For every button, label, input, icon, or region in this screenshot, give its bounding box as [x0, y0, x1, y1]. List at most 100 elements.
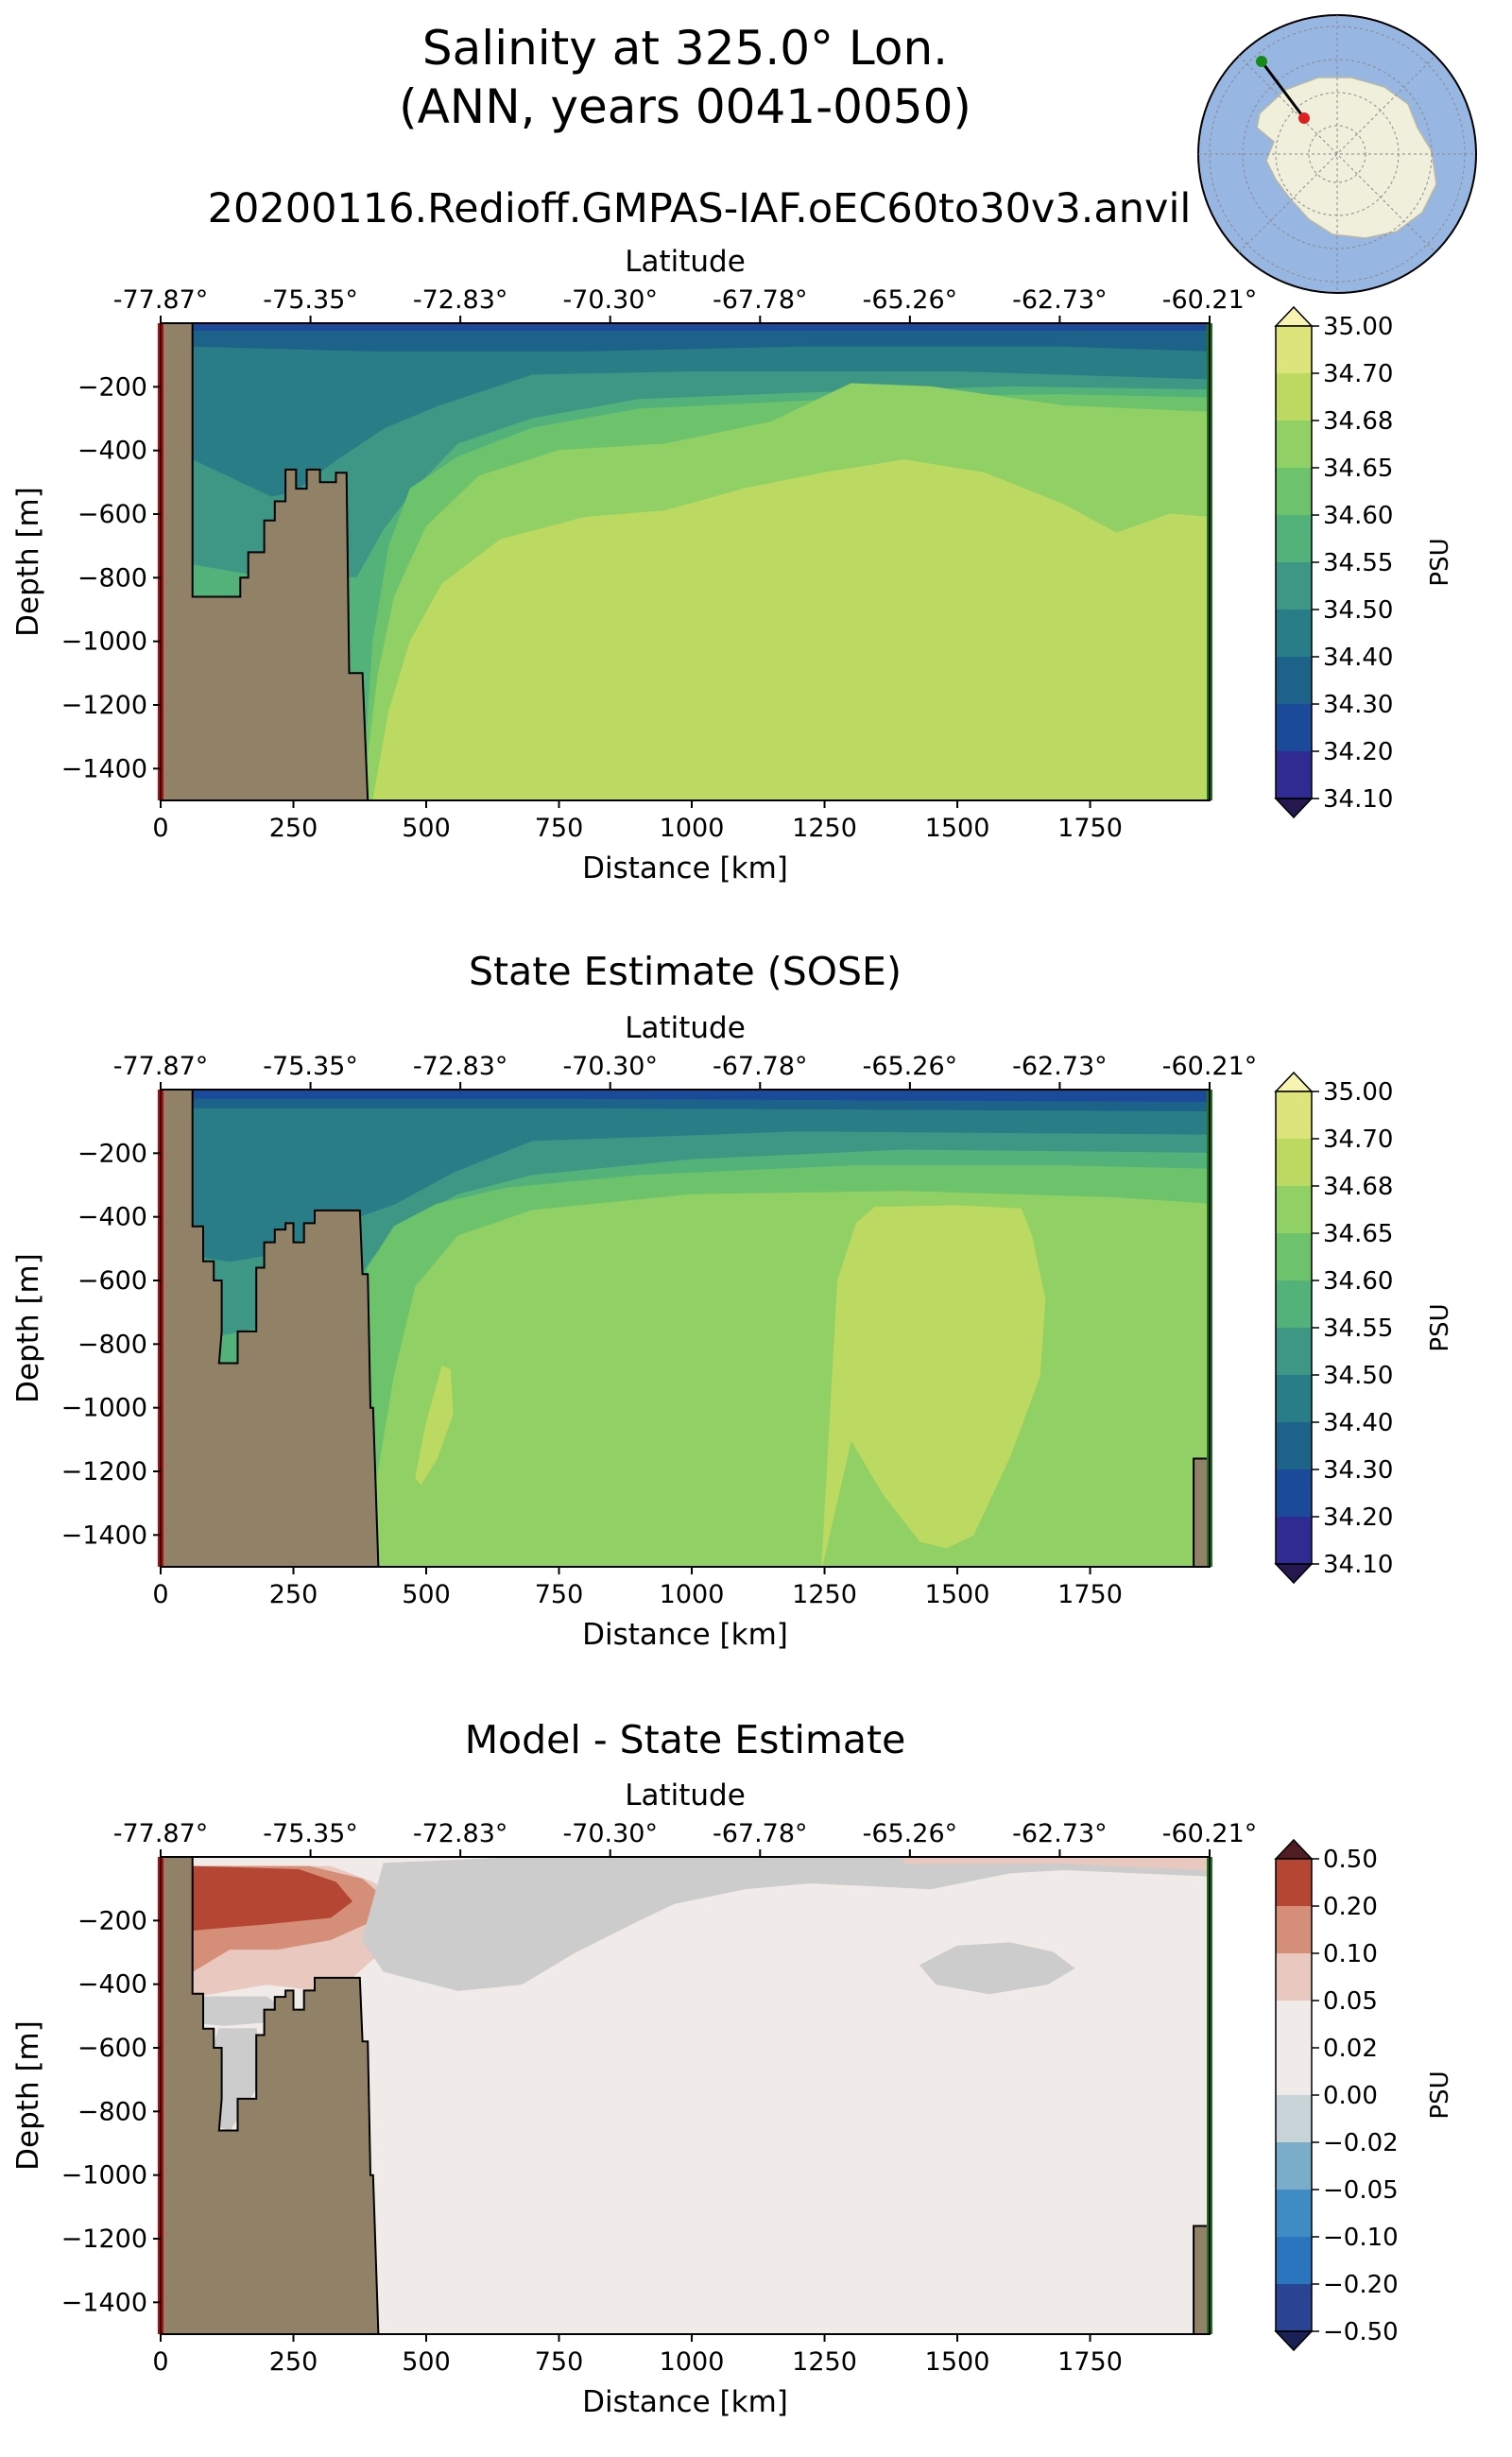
y-tick-label: −600 [77, 500, 147, 529]
contour-region-0.20 [192, 1865, 353, 1931]
colorbar-segment [1276, 1422, 1312, 1470]
y-tick-label: −1000 [61, 1394, 147, 1423]
bathymetry [161, 323, 369, 800]
colorbar-tick-label: 34.68 [1323, 407, 1393, 436]
colorbar-tick-label: −0.20 [1323, 2271, 1399, 2299]
y-tick-label: −1400 [61, 1521, 147, 1550]
y-tick-label: −800 [77, 1330, 147, 1359]
colorbar-tick-label: 34.65 [1323, 455, 1393, 483]
colorbar-segment [1276, 2001, 1312, 2049]
x-tick-label: 500 [402, 814, 451, 843]
top-tick-label: -75.35° [263, 1819, 358, 1848]
colorbar-tick-label: 34.50 [1323, 1362, 1393, 1390]
colorbar-tick-label: 34.68 [1323, 1173, 1393, 1201]
colorbar-segment [1276, 751, 1312, 799]
panel-model: 0 250 500 750 1000 1250 1500 1750 −200 −400 −600 −8… [11, 245, 1454, 885]
panel-title: State Estimate (SOSE) [469, 949, 902, 994]
x-tick-label: 250 [269, 814, 318, 843]
run-name: 20200116.Redioff.GMPAS-IAF.oEC60to30v3.a… [208, 185, 1192, 232]
x-tick-label: 1750 [1057, 1580, 1123, 1609]
contour-region-0.02 [473, 2098, 767, 2334]
colorbar: 0.50 0.20 0.10 0.05 0.02 0.00 −0.02 −0.05 −0.10 −… [1274, 1838, 1454, 2352]
x-tick-label: 1000 [660, 2347, 725, 2377]
top-tick-label: -72.83° [413, 1052, 508, 1081]
colorbar-tick-label: 34.30 [1323, 1456, 1393, 1485]
figure-title-line2: (ANN, years 0041-0050) [399, 79, 971, 134]
contour-fills [192, 323, 1210, 800]
colorbar-segment [1276, 2095, 1312, 2143]
colorbar-tick-label: −0.02 [1323, 2129, 1399, 2157]
colorbar-label: PSU [1426, 538, 1454, 586]
contour-region-34.68 [372, 459, 1210, 800]
y-tick-label: −400 [77, 437, 147, 466]
colorbar-segment [1276, 1328, 1312, 1376]
colorbar: 35.00 34.70 34.68 34.65 34.60 34.55 34.50 34.40… [1274, 305, 1454, 819]
colorbar-segment [1276, 1859, 1312, 1907]
contour-region--0.10 [409, 1875, 544, 1944]
top-tick-label: -65.26° [863, 1052, 958, 1081]
top-tick-label: -62.73° [1012, 1052, 1108, 1081]
colorbar-segment [1276, 468, 1312, 516]
colorbar-segment [1276, 2237, 1312, 2285]
bathymetry [161, 1090, 380, 1567]
x-tick-label: 750 [535, 2347, 584, 2377]
top-tick-label: -60.21° [1162, 285, 1258, 315]
panel-sose: 0 250 500 750 1000 1250 1500 1750 −200 −400 −600 −8… [11, 949, 1454, 1652]
colorbar-tick-label: −0.50 [1323, 2318, 1399, 2346]
x-tick-label: 1500 [925, 1580, 990, 1609]
top-tick-label: -72.83° [413, 1819, 508, 1848]
x-tick-label: 0 [152, 1580, 168, 1609]
colorbar-segment [1276, 1953, 1312, 2002]
contour-region-34.68 [415, 1366, 454, 1486]
colorbar-tick-label: 34.60 [1323, 1267, 1393, 1296]
colorbar-tick-label: 34.65 [1323, 1220, 1393, 1248]
top-tick-label: -67.78° [713, 285, 808, 315]
colorbar-tick-label: 34.30 [1323, 691, 1393, 719]
x-tick-label: 500 [402, 2347, 451, 2377]
colorbar-segment [1276, 2284, 1312, 2332]
contour-fills [192, 1857, 1210, 2334]
section-end-marker [1256, 56, 1267, 67]
colorbar-tick-label: 34.20 [1323, 1503, 1393, 1532]
colorbar-segment [1276, 2048, 1312, 2096]
colorbar-segment [1276, 610, 1312, 658]
colorbar-tick-label: 34.10 [1323, 785, 1393, 814]
colorbar-label: PSU [1426, 2070, 1454, 2119]
colorbar-segment [1276, 1906, 1312, 1954]
x-tick-label: 250 [269, 2347, 318, 2377]
colorbar-segment [1276, 2142, 1312, 2191]
section-line [1260, 60, 1306, 119]
top-axis-label: Latitude [625, 245, 746, 279]
colorbar-segment [1276, 1091, 1312, 1140]
x-tick-label: 1750 [1057, 814, 1123, 843]
colorbar-tick-label: 0.10 [1323, 1940, 1378, 1968]
y-tick-label: −600 [77, 1266, 147, 1296]
colorbar-tick-label: 34.20 [1323, 738, 1393, 766]
y-tick-label: −200 [77, 1906, 147, 1935]
top-tick-label: -70.30° [562, 285, 658, 315]
top-tick-label: -75.35° [263, 1052, 358, 1081]
top-tick-label: -67.78° [713, 1052, 808, 1081]
colorbar-segment [1276, 704, 1312, 752]
top-axis-label: Latitude [625, 1011, 746, 1045]
colorbar-tick-label: 34.55 [1323, 1314, 1393, 1343]
bathymetry [161, 1857, 380, 2334]
top-tick-label: -77.87° [113, 1819, 209, 1848]
contour-region-34.40 [192, 346, 1210, 503]
contour-region-0.05 [903, 1857, 1210, 1871]
top-tick-label: -60.21° [1162, 1052, 1258, 1081]
y-tick-label: −200 [77, 372, 147, 402]
colorbar-segment [1276, 515, 1312, 563]
colorbar-segment [1276, 326, 1312, 374]
y-axis-label: Depth [m] [11, 2020, 45, 2171]
figure-title-line1: Salinity at 325.0° Lon. [422, 21, 948, 76]
plot-frame [160, 1089, 1211, 1568]
colorbar-segment [1276, 1139, 1312, 1187]
x-tick-label: 1250 [792, 1580, 857, 1609]
colorbar-segment [1276, 1233, 1312, 1281]
y-tick-label: −400 [77, 1970, 147, 2000]
colorbar-tick-label: 34.55 [1323, 549, 1393, 577]
x-tick-label: 500 [402, 1580, 451, 1609]
x-tick-label: 1500 [925, 2347, 990, 2377]
